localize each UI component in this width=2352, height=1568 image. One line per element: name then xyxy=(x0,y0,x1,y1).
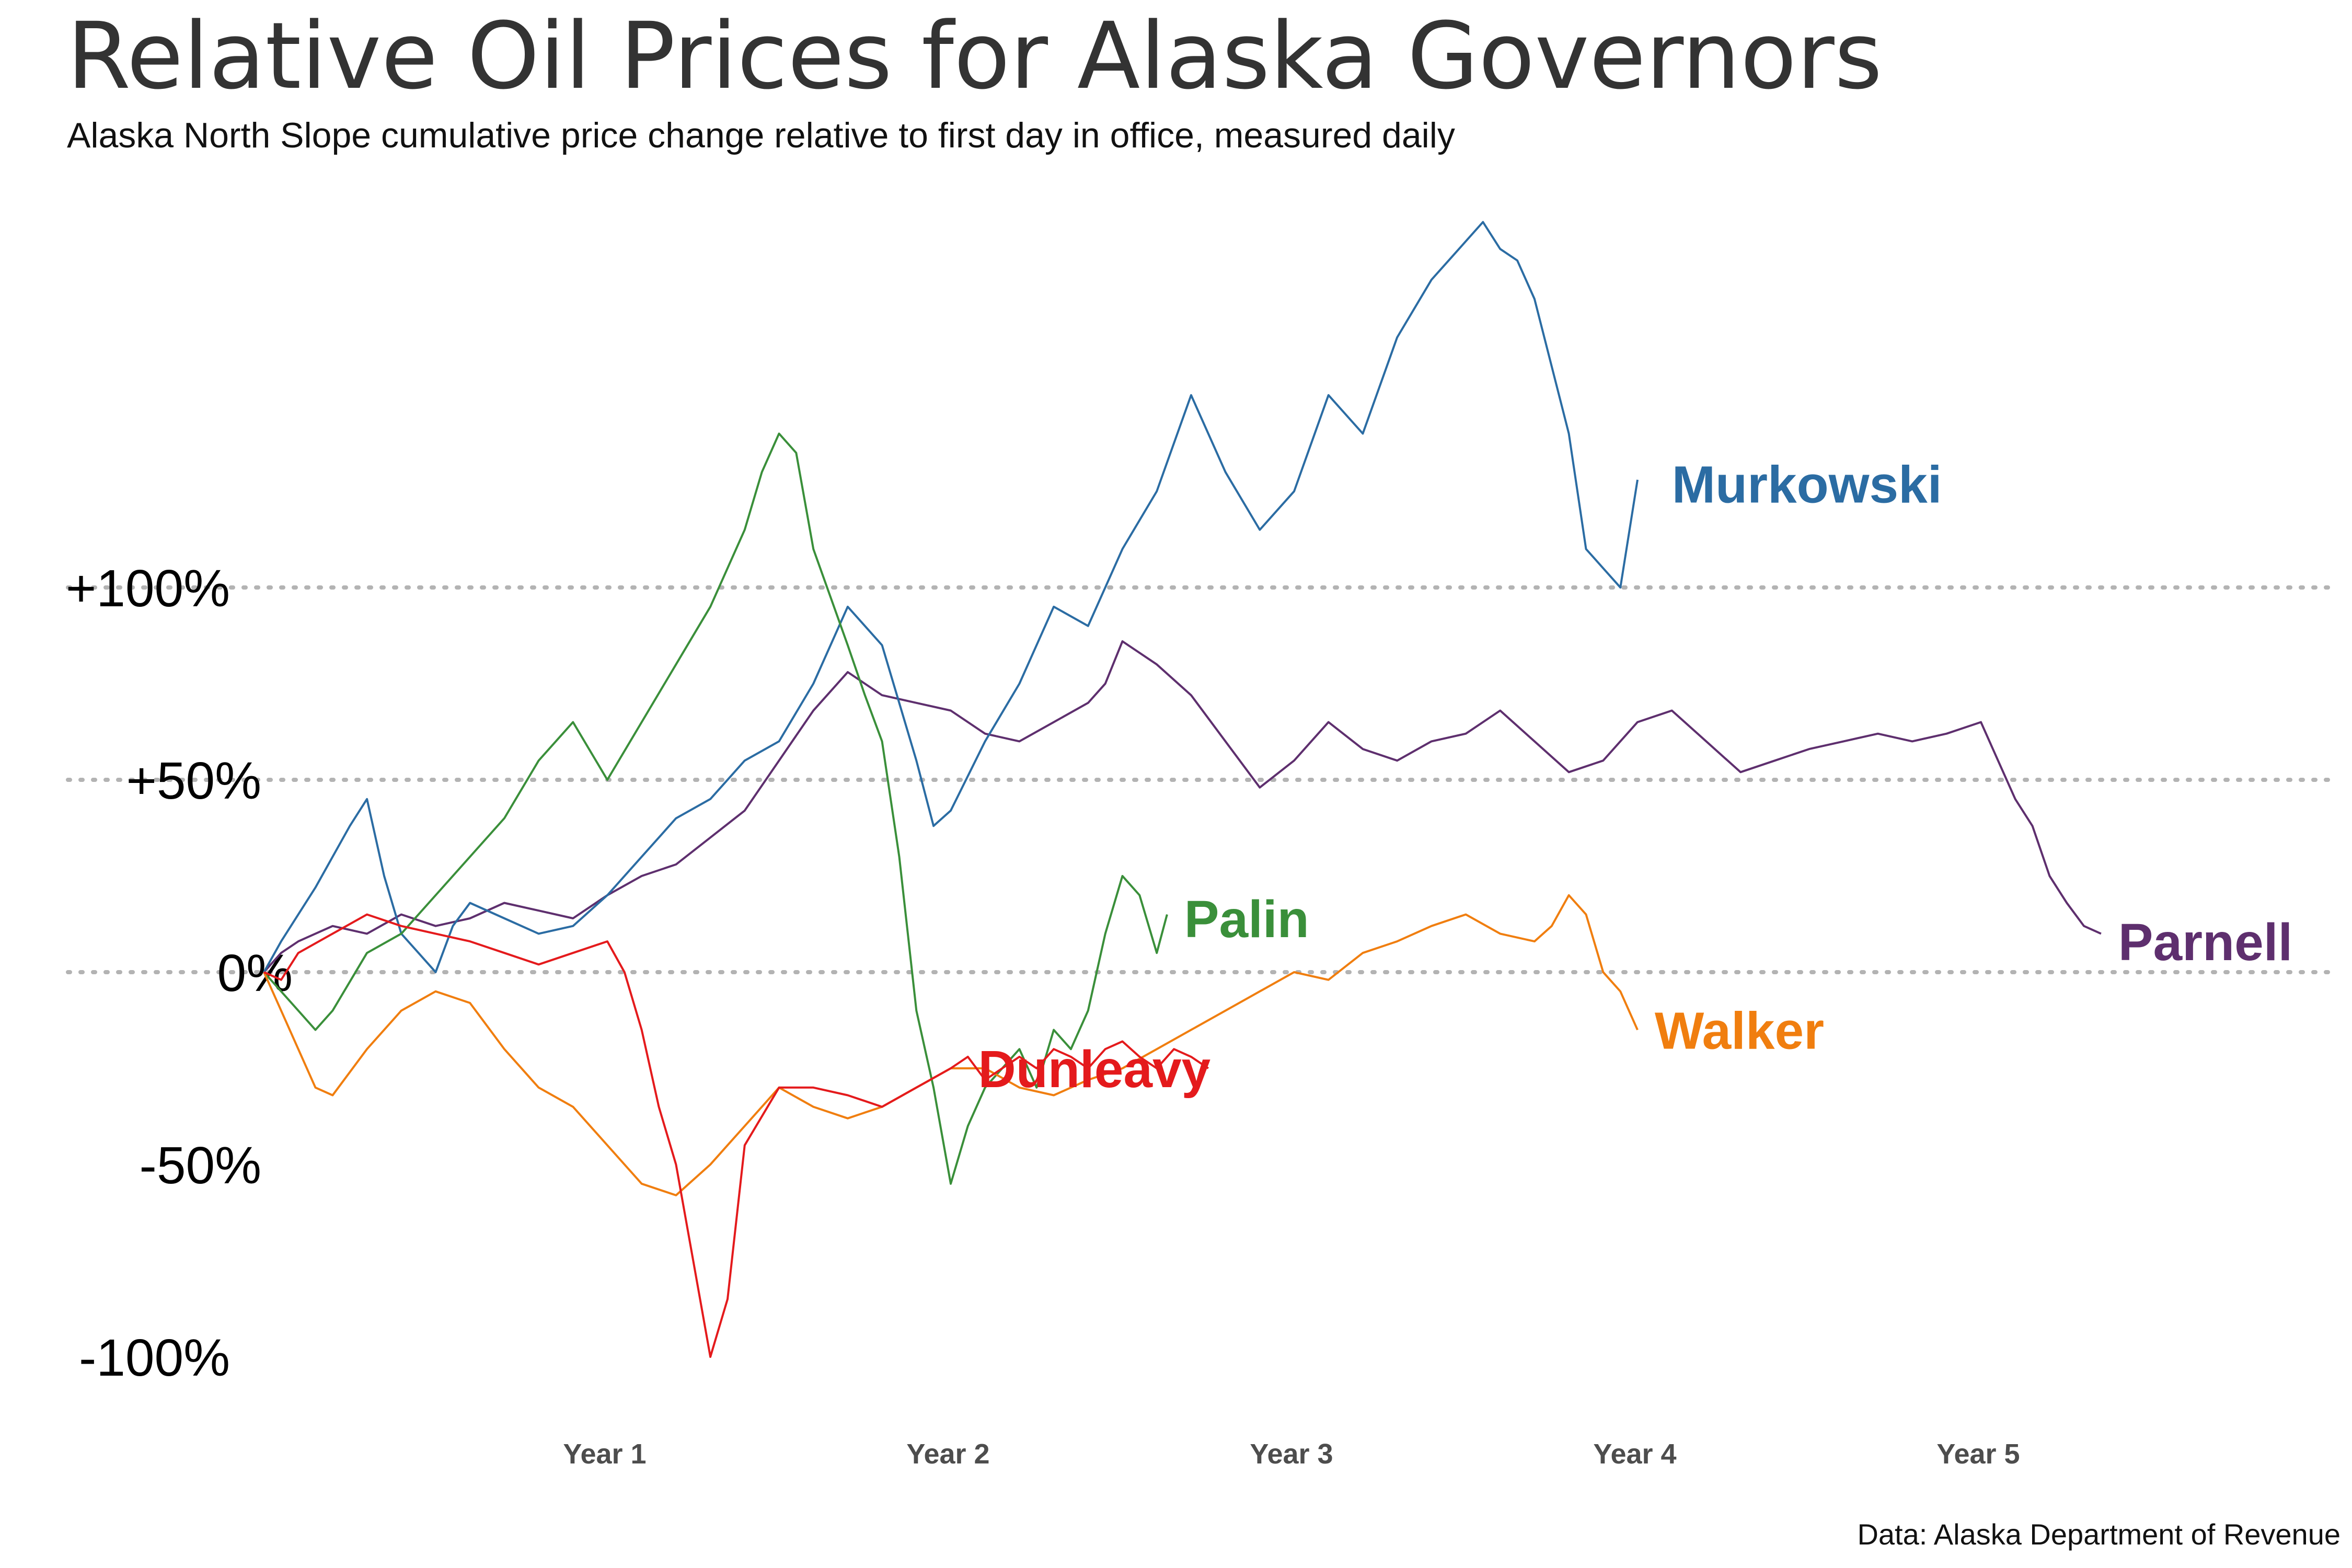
series-labels: Parnell Murkowski Palin Walker Dunleavy xyxy=(978,455,2293,1099)
x-tick-label: Year 4 xyxy=(1593,1438,1676,1470)
series-label-murkowski: Murkowski xyxy=(1672,455,1942,514)
series-label-dunleavy: Dunleavy xyxy=(978,1040,1211,1099)
series-lines xyxy=(263,221,2102,1358)
y-tick-label: +100% xyxy=(66,559,230,618)
gridlines xyxy=(66,585,2333,974)
series-line-walker xyxy=(263,894,1639,1196)
y-tick-label: -50% xyxy=(140,1136,261,1195)
chart-subtitle: Alaska North Slope cumulative price chan… xyxy=(67,116,1455,155)
chart-title: Relative Oil Prices for Alaska Governors xyxy=(67,3,1882,110)
x-axis-ticks: Year 1 Year 2 Year 3 Year 4 Year 5 xyxy=(563,1438,2020,1470)
chart-caption: Data: Alaska Department of Revenue xyxy=(1857,1518,2341,1551)
series-line-palin xyxy=(263,432,1168,1185)
series-label-palin: Palin xyxy=(1184,890,1309,949)
x-tick-label: Year 3 xyxy=(1250,1438,1333,1470)
series-line-dunleavy xyxy=(263,913,1209,1358)
x-tick-label: Year 5 xyxy=(1936,1438,2020,1470)
x-tick-label: Year 2 xyxy=(906,1438,989,1470)
series-label-parnell: Parnell xyxy=(2118,913,2292,972)
series-line-parnell xyxy=(263,640,2102,973)
y-tick-label: +50% xyxy=(126,752,261,810)
y-tick-label: -100% xyxy=(79,1329,230,1387)
series-line-murkowski xyxy=(263,221,1639,973)
x-tick-label: Year 1 xyxy=(563,1438,646,1470)
series-label-walker: Walker xyxy=(1655,1001,1824,1060)
